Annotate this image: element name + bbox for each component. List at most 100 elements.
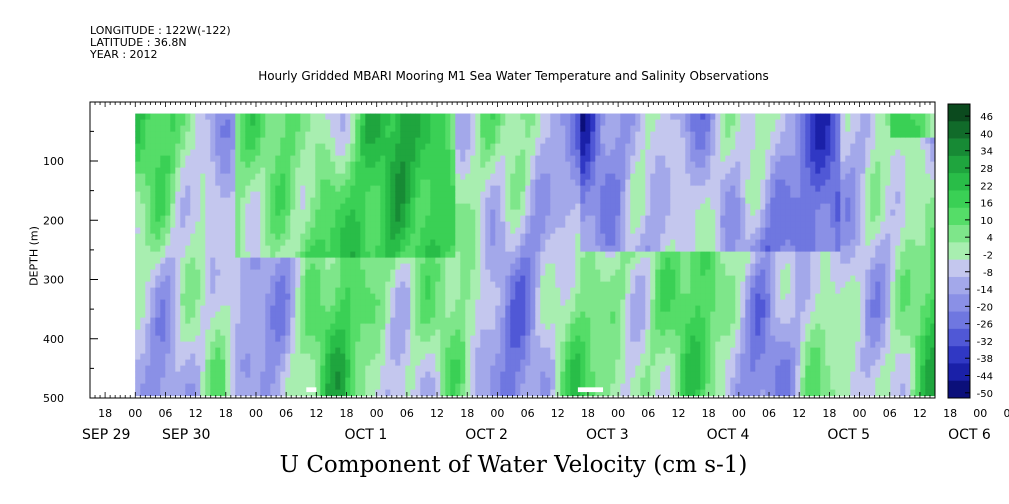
heatmap-cell [625, 383, 631, 391]
heatmap-cell [500, 329, 506, 337]
heatmap-cell [285, 275, 291, 283]
heatmap-cell [370, 173, 376, 181]
heatmap-cell [400, 389, 406, 397]
heatmap-cell [135, 383, 141, 391]
heatmap-cell [370, 335, 376, 343]
heatmap-cell [550, 275, 556, 283]
heatmap-cell [530, 293, 536, 301]
heatmap-cell [660, 269, 666, 277]
heatmap-cell [580, 275, 586, 283]
heatmap-cell [260, 257, 266, 265]
heatmap-cell [230, 281, 236, 289]
heatmap-cell [285, 215, 291, 223]
heatmap-cell [390, 365, 396, 373]
heatmap-cell [510, 233, 516, 241]
heatmap-cell [535, 257, 541, 265]
heatmap-cell [435, 119, 441, 127]
heatmap-cell [580, 161, 586, 169]
heatmap-cell [615, 161, 621, 169]
heatmap-cell [275, 137, 281, 145]
heatmap-cell [150, 191, 156, 199]
heatmap-cell [515, 281, 521, 289]
heatmap-cell [190, 143, 196, 151]
heatmap-cell [645, 311, 651, 319]
heatmap-cell [240, 305, 246, 313]
heatmap-cell [370, 317, 376, 325]
heatmap-cell [335, 203, 341, 211]
heatmap-cell [315, 221, 321, 229]
heatmap-cell [145, 137, 151, 145]
heatmap-cell [270, 263, 276, 271]
heatmap-cell [565, 167, 571, 175]
heatmap-cell [165, 317, 171, 325]
heatmap-cell [645, 245, 651, 253]
heatmap-cell [415, 347, 421, 355]
heatmap-cell [255, 329, 261, 337]
heatmap-cell [145, 383, 151, 391]
heatmap-cell [390, 209, 396, 217]
heatmap-cell [465, 281, 471, 289]
heatmap-cell [305, 131, 311, 139]
heatmap-cell [580, 167, 586, 175]
heatmap-cell [620, 275, 626, 283]
heatmap-cell [460, 149, 466, 157]
heatmap-cell [455, 227, 461, 235]
heatmap-cell [290, 371, 296, 379]
heatmap-cell [595, 203, 601, 211]
heatmap-cell [585, 323, 591, 331]
heatmap-cell [530, 173, 536, 181]
heatmap-cell [570, 287, 576, 295]
heatmap-cell [135, 167, 141, 175]
heatmap-cell [565, 377, 571, 385]
heatmap-cell [260, 281, 266, 289]
heatmap-cell [345, 113, 351, 121]
heatmap-cell [465, 353, 471, 361]
heatmap-cell [320, 155, 326, 163]
heatmap-cell [600, 269, 606, 277]
heatmap-cell [205, 353, 211, 361]
heatmap-cell [180, 389, 186, 397]
heatmap-cell [315, 365, 321, 373]
heatmap-cell [150, 185, 156, 193]
heatmap-cell [210, 341, 216, 349]
heatmap-cell [645, 137, 651, 145]
heatmap-cell [280, 119, 286, 127]
heatmap-cell [645, 275, 651, 283]
heatmap-cell [265, 233, 271, 241]
heatmap-cell [540, 263, 546, 271]
heatmap-cell [365, 179, 371, 187]
heatmap-cell [530, 335, 536, 343]
heatmap-cell [265, 305, 271, 313]
heatmap-cell [375, 113, 381, 121]
heatmap-cell [615, 131, 621, 139]
heatmap-cell [365, 203, 371, 211]
heatmap-cell [640, 359, 646, 367]
heatmap-cell [145, 269, 151, 277]
heatmap-cell [330, 341, 336, 349]
heatmap-cell [385, 383, 391, 391]
heatmap-cell [220, 131, 226, 139]
heatmap-cell [360, 305, 366, 313]
heatmap-cell [235, 269, 241, 277]
heatmap-cell [210, 311, 216, 319]
heatmap-cell [350, 155, 356, 163]
heatmap-cell [500, 197, 506, 205]
heatmap-cell [430, 143, 436, 151]
heatmap-cell [580, 131, 586, 139]
heatmap-cell [655, 305, 661, 313]
heatmap-cell [330, 317, 336, 325]
heatmap-cell [330, 251, 336, 259]
heatmap-cell [195, 317, 201, 325]
heatmap-cell [230, 311, 236, 319]
heatmap-cell [425, 353, 431, 361]
heatmap-cell [160, 281, 166, 289]
heatmap-cell [510, 137, 516, 145]
heatmap-cell [270, 239, 276, 247]
heatmap-cell [540, 149, 546, 157]
heatmap-cell [445, 245, 451, 253]
heatmap-cell [315, 137, 321, 145]
heatmap-cell [560, 239, 566, 247]
heatmap-cell [360, 197, 366, 205]
heatmap-cell [155, 335, 161, 343]
heatmap-cell [440, 185, 446, 193]
